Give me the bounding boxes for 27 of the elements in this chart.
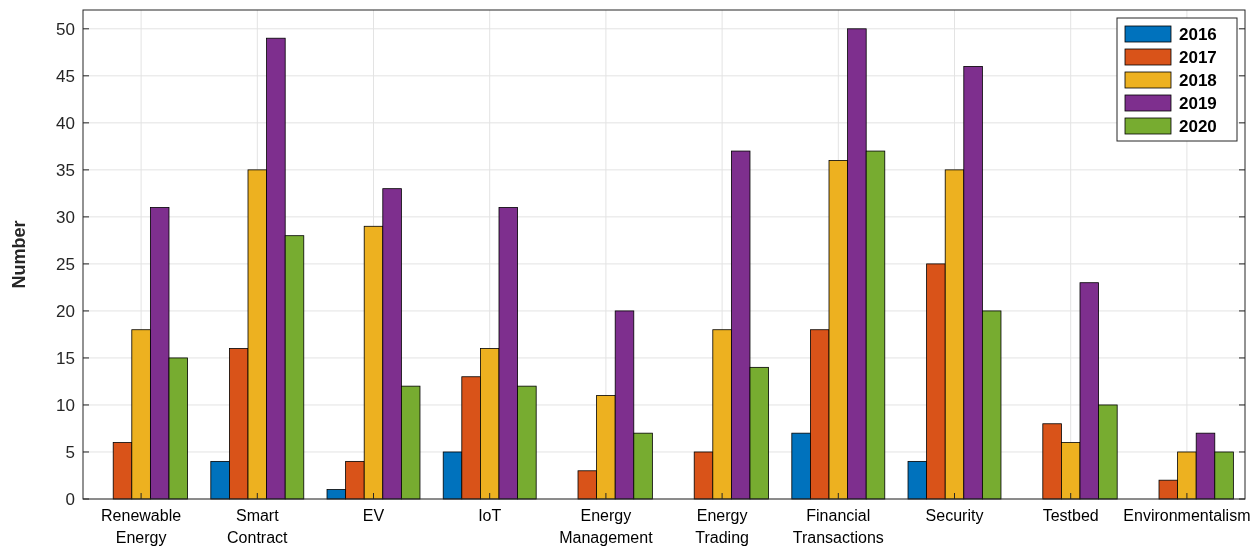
y-tick-label: 50: [56, 19, 75, 39]
legend-label: 2020: [1179, 116, 1217, 136]
y-tick-label: 15: [56, 348, 75, 368]
y-tick-label: 5: [65, 442, 75, 462]
x-tick-label: Testbed: [1042, 507, 1099, 524]
x-tick-label: Environmentalism: [1123, 507, 1251, 524]
y-tick-label: 0: [65, 489, 75, 509]
x-tick-label: EV: [362, 507, 385, 524]
y-tick-label: 45: [56, 66, 75, 86]
x-tick-label: Security: [925, 507, 984, 524]
x-tick-label: Smart Contract: [227, 507, 289, 546]
x-tick-label: Energy Management: [559, 507, 654, 546]
y-tick-label: 10: [56, 395, 75, 415]
y-tick-label: 40: [56, 113, 75, 133]
legend-label: 2018: [1179, 70, 1217, 90]
y-tick-label: 30: [56, 207, 75, 227]
legend-label: 2019: [1179, 93, 1217, 113]
y-tick-label: 25: [56, 254, 75, 274]
x-tick-label: Energy Trading: [695, 507, 749, 546]
y-axis-title: Number: [9, 220, 29, 289]
y-tick-label: 35: [56, 160, 75, 180]
x-tick-label: Renewable Energy: [101, 507, 182, 546]
legend-label: 2016: [1179, 24, 1217, 44]
x-tick-label: Financial Transactions: [792, 507, 884, 546]
legend-label: 2017: [1179, 47, 1217, 67]
y-tick-label: 20: [56, 301, 75, 321]
x-tick-label: IoT: [478, 507, 502, 524]
